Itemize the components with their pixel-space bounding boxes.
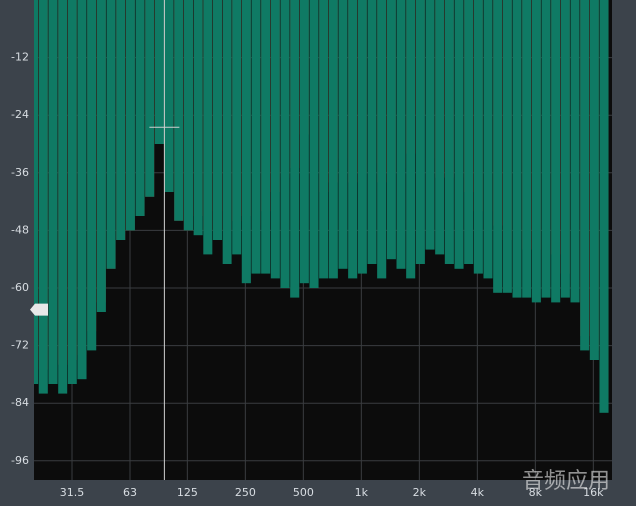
bar [454, 0, 464, 269]
bar [145, 0, 155, 197]
bar [589, 0, 599, 360]
bar [299, 0, 309, 284]
y-tick-label: -48 [11, 223, 29, 236]
x-tick-label: 16k [583, 486, 604, 499]
bars [34, 0, 609, 413]
x-tick-label: 250 [235, 486, 256, 499]
y-tick-label: -60 [11, 281, 29, 294]
y-tick-label: -12 [11, 51, 29, 64]
bar [570, 0, 580, 303]
bar [290, 0, 300, 298]
y-tick-label: -84 [11, 396, 29, 409]
bar [87, 0, 97, 351]
bar [48, 0, 58, 384]
y-tick-label: -96 [11, 454, 29, 467]
bar [444, 0, 454, 264]
bar [560, 0, 570, 298]
bar [38, 0, 48, 394]
bar [599, 0, 609, 413]
bar [203, 0, 213, 255]
bar [193, 0, 203, 236]
bar [232, 0, 242, 255]
bar [212, 0, 223, 240]
bar [96, 0, 106, 312]
bar [222, 0, 232, 264]
bar [116, 0, 126, 240]
y-tick-label: -24 [11, 108, 29, 121]
bar [34, 0, 39, 384]
bar [493, 0, 503, 293]
x-tick-label: 125 [177, 486, 198, 499]
bar [464, 0, 474, 264]
bar [386, 0, 396, 260]
x-tick-label: 1k [355, 486, 369, 499]
x-tick-label: 31.5 [60, 486, 85, 499]
bar [367, 0, 377, 264]
bar [328, 0, 338, 279]
x-tick-label: 500 [293, 486, 314, 499]
level-marker [30, 303, 48, 316]
bar [261, 0, 271, 274]
bar [396, 0, 406, 269]
bar [58, 0, 68, 394]
bar [125, 0, 135, 231]
bar [67, 0, 77, 384]
x-tick-label: 63 [123, 486, 137, 499]
x-tick-label: 2k [413, 486, 427, 499]
bar [551, 0, 561, 303]
bar [512, 0, 522, 298]
bar [280, 0, 290, 288]
bar [357, 0, 367, 274]
bar [241, 0, 251, 284]
bar [377, 0, 387, 279]
bar [106, 0, 116, 269]
bar [483, 0, 493, 279]
overlay [149, 0, 180, 480]
bar [541, 0, 551, 298]
bar [135, 0, 145, 216]
x-tick-label: 8k [529, 486, 543, 499]
bar [164, 0, 174, 192]
bar [270, 0, 280, 279]
bar [338, 0, 348, 269]
y-tick-label: -72 [11, 339, 29, 352]
bar [309, 0, 319, 288]
bar [425, 0, 435, 250]
bar [473, 0, 483, 274]
bar [502, 0, 512, 293]
bar [174, 0, 184, 221]
x-tick-label: 4k [471, 486, 485, 499]
bar [77, 0, 87, 380]
watermark: 音频应用 [522, 469, 610, 494]
bar [183, 0, 194, 231]
bar [251, 0, 261, 274]
bar [531, 0, 541, 303]
bar [580, 0, 590, 351]
bar [319, 0, 329, 279]
bar [154, 0, 164, 144]
bar [406, 0, 416, 279]
bar [522, 0, 532, 298]
bar [415, 0, 425, 264]
y-tick-label: -36 [11, 166, 29, 179]
bar [348, 0, 358, 279]
bar [435, 0, 445, 255]
